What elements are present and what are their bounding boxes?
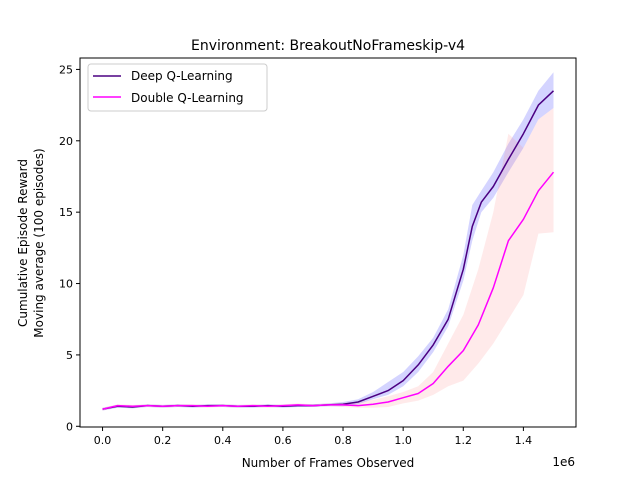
x-axis-label: Number of Frames Observed (242, 456, 415, 470)
y-axis-label-line1: Cumulative Episode Reward (16, 159, 30, 327)
x-tick-label: 0.4 (214, 434, 232, 447)
confidence-band-1 (102, 108, 554, 411)
y-tick-label: 15 (59, 206, 73, 219)
y-tick-label: 5 (66, 349, 73, 362)
x-tick-label: 0.8 (334, 434, 352, 447)
legend-label-deep-q: Deep Q-Learning (131, 69, 233, 83)
x-tick-label: 0.0 (94, 434, 112, 447)
series-lines (102, 90, 555, 410)
x-offset-label: 1e6 (552, 455, 575, 469)
x-tick-label: 1.4 (515, 434, 533, 447)
x-tick-label: 0.6 (274, 434, 292, 447)
series-line-1 (102, 171, 555, 410)
y-tick-label: 0 (66, 420, 73, 433)
y-tick-label: 10 (59, 278, 73, 291)
x-tick-label: 1.2 (455, 434, 473, 447)
legend-box (87, 63, 268, 112)
plot-frame (79, 57, 577, 428)
x-axis-ticks: 0.0 0.2 0.4 0.6 0.8 1.0 1.2 1.4 (94, 427, 532, 447)
chart-title: Environment: BreakoutNoFrameskip-v4 (191, 38, 465, 54)
legend: Deep Q-Learning Double Q-Learning (87, 63, 268, 112)
x-tick-label: 0.2 (154, 434, 172, 447)
x-tick-label: 1.0 (394, 434, 412, 447)
y-axis-label-line2: Moving average (100 episodes) (32, 148, 46, 337)
confidence-band-0 (102, 72, 554, 411)
y-axis-ticks: 0 5 10 15 20 25 (59, 63, 80, 433)
legend-label-double-q: Double Q-Learning (131, 91, 244, 105)
y-tick-label: 25 (59, 63, 73, 76)
y-tick-label: 20 (59, 135, 73, 148)
confidence-bands (102, 72, 554, 411)
